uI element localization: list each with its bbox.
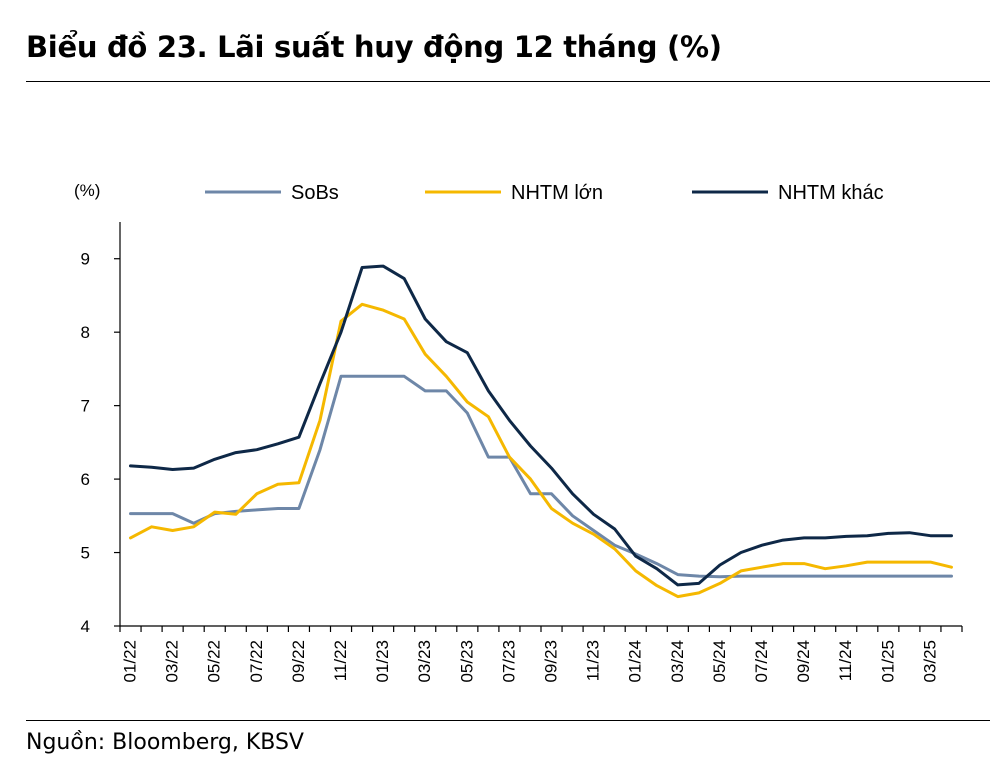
x-tick-label: 11/23 [584, 640, 603, 681]
series-line-1 [129, 374, 953, 579]
y-tick-label: 6 [81, 470, 90, 489]
source-divider [26, 720, 990, 721]
x-tick-label: 09/24 [794, 640, 813, 683]
x-tick-label: 03/25 [920, 640, 939, 683]
x-tick-label: 01/25 [878, 640, 897, 683]
chart-title: Biểu đồ 23. Lãi suất huy động 12 tháng (… [26, 30, 722, 64]
x-tick-label: 03/24 [668, 640, 687, 683]
y-tick-label: 9 [81, 250, 90, 269]
series-line-3 [129, 264, 953, 587]
x-tick-label: 09/23 [542, 640, 561, 683]
x-tick-label: 09/22 [289, 640, 308, 683]
x-tick-label: 07/22 [247, 640, 266, 683]
legend-label: NHTM lớn [511, 182, 603, 204]
x-tick-label: 11/24 [836, 640, 855, 681]
x-tick-label: 01/23 [373, 640, 392, 683]
legend-label: SoBs [291, 182, 339, 204]
title-divider [26, 81, 990, 82]
source-note: Nguồn: Bloomberg, KBSV [26, 730, 304, 755]
y-unit-label: (%) [74, 181, 100, 200]
x-tick-label: 05/24 [710, 640, 729, 683]
x-tick-label: 07/24 [752, 640, 771, 683]
chart-axes: 4 5 6 7 8 9 01/22 03/22 05/22 07/22 09/22 11/22 01/2… [81, 222, 963, 683]
x-tick-label: 11/22 [331, 640, 350, 681]
x-tick-label: 01/22 [121, 640, 140, 683]
legend: SoBs NHTM lớn NHTM khác [205, 182, 884, 204]
y-tick-label: 7 [81, 397, 90, 416]
y-tick-label: 4 [81, 617, 90, 636]
x-tick-label: 03/23 [415, 640, 434, 683]
x-tick-label: 05/22 [205, 640, 224, 683]
x-tick-label: 05/23 [457, 640, 476, 683]
y-tick-label: 8 [81, 323, 90, 342]
x-tick-label: 01/24 [626, 640, 645, 683]
y-tick-label: 5 [81, 544, 90, 563]
series-line-2 [129, 302, 953, 599]
legend-label: NHTM khác [778, 182, 884, 204]
x-tick-label: 03/22 [163, 640, 182, 683]
series-layer [129, 264, 953, 599]
x-tick-label: 07/23 [499, 640, 518, 683]
